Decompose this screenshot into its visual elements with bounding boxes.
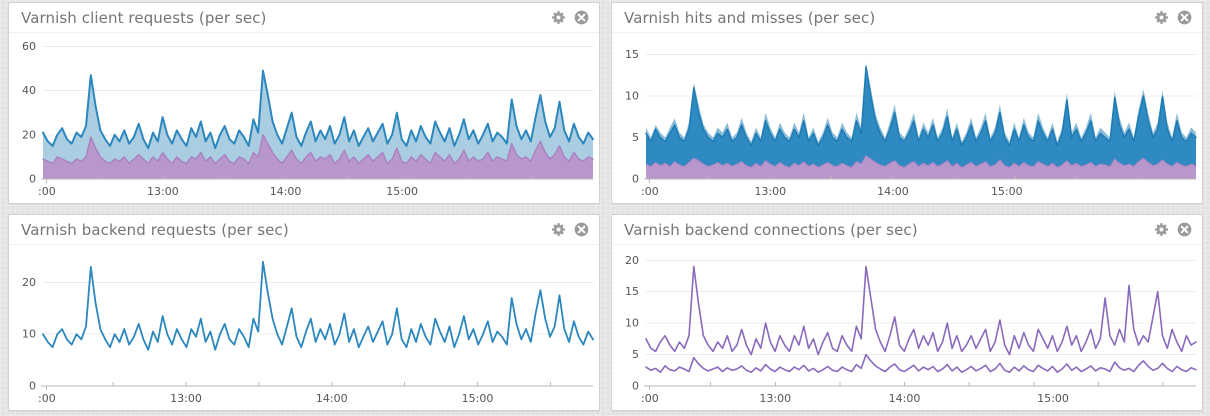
panel-header: Varnish hits and misses (per sec)	[612, 3, 1202, 33]
svg-text:14:00: 14:00	[316, 392, 348, 405]
svg-text:15: 15	[625, 48, 639, 61]
close-icon[interactable]	[574, 222, 589, 237]
gear-icon[interactable]	[1154, 222, 1169, 237]
svg-text::00: :00	[641, 185, 659, 198]
panel-varnish-client-requests: Varnish client requests (per sec) 0 20 40 6…	[8, 2, 600, 204]
svg-text:10: 10	[22, 328, 36, 341]
svg-text:15: 15	[625, 285, 639, 298]
svg-text:60: 60	[22, 40, 36, 53]
panel-title: Varnish hits and misses (per sec)	[624, 8, 876, 27]
panel-varnish-backend-connections: Varnish backend connections (per sec) 0 5…	[611, 214, 1203, 411]
svg-text:15:00: 15:00	[386, 185, 418, 198]
panel-header: Varnish client requests (per sec)	[9, 3, 599, 33]
svg-text:14:00: 14:00	[889, 392, 921, 405]
svg-text:14:00: 14:00	[877, 185, 909, 198]
svg-text:20: 20	[625, 254, 639, 267]
svg-text::00: :00	[38, 392, 56, 405]
svg-text:13:00: 13:00	[754, 185, 786, 198]
panel-actions	[1154, 222, 1192, 237]
svg-text:40: 40	[22, 84, 36, 97]
close-icon[interactable]	[574, 10, 589, 25]
svg-text:10: 10	[625, 89, 639, 102]
svg-text:0: 0	[632, 380, 639, 393]
svg-text:14:00: 14:00	[270, 185, 302, 198]
panel-actions	[551, 222, 589, 237]
svg-text::00: :00	[38, 185, 56, 198]
gear-icon[interactable]	[1154, 10, 1169, 25]
panel-title: Varnish backend requests (per sec)	[21, 220, 289, 239]
svg-text:20: 20	[22, 276, 36, 289]
panel-title: Varnish backend connections (per sec)	[624, 220, 918, 239]
chart-canvas-hits-misses: 0 5 10 15:00 13:00 14:00 15:00	[612, 33, 1202, 203]
chart-canvas-backend-requests: 0 10 20 :00 13:00 14:00 15:00	[9, 245, 599, 410]
svg-text::00: :00	[641, 392, 659, 405]
svg-text:15:00: 15:00	[991, 185, 1023, 198]
panel-actions	[551, 10, 589, 25]
svg-text:15:00: 15:00	[462, 392, 494, 405]
svg-text:13:00: 13:00	[147, 185, 179, 198]
svg-text:0: 0	[29, 380, 36, 393]
panel-header: Varnish backend requests (per sec)	[9, 215, 599, 245]
close-icon[interactable]	[1177, 222, 1192, 237]
gear-icon[interactable]	[551, 10, 566, 25]
svg-text:13:00: 13:00	[170, 392, 202, 405]
panel-header: Varnish backend connections (per sec)	[612, 215, 1202, 245]
panel-varnish-hits-misses: Varnish hits and misses (per sec) 0 5 10 15…	[611, 2, 1203, 204]
svg-text:0: 0	[632, 173, 639, 186]
chart-canvas-backend-connections: 0 5 10 15 20 :00 13:00 14:00 15:00	[612, 245, 1202, 410]
chart-canvas-client-requests: 0 20 40 60 :00 13:00 14:00 15:00	[9, 33, 599, 203]
svg-text:10: 10	[625, 317, 639, 330]
panel-varnish-backend-requests: Varnish backend requests (per sec) 0 10 20…	[8, 214, 600, 411]
svg-text:13:00: 13:00	[759, 392, 791, 405]
panel-title: Varnish client requests (per sec)	[21, 8, 267, 27]
svg-text:5: 5	[632, 131, 639, 144]
close-icon[interactable]	[1177, 10, 1192, 25]
gear-icon[interactable]	[551, 222, 566, 237]
svg-text:20: 20	[22, 128, 36, 141]
svg-text:0: 0	[29, 173, 36, 186]
svg-text:15:00: 15:00	[1037, 392, 1069, 405]
svg-text:5: 5	[632, 348, 639, 361]
panel-actions	[1154, 10, 1192, 25]
